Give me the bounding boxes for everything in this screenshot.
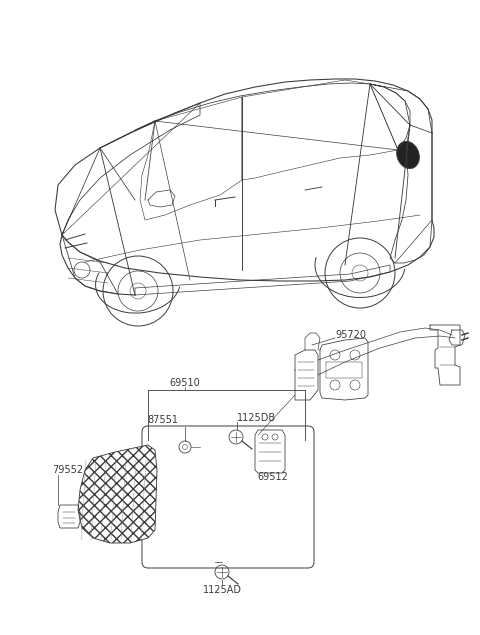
Polygon shape bbox=[78, 445, 157, 543]
Text: 1125DB: 1125DB bbox=[237, 413, 276, 423]
Text: 69510: 69510 bbox=[169, 378, 200, 388]
Text: 87551: 87551 bbox=[147, 415, 179, 425]
Ellipse shape bbox=[396, 142, 420, 169]
Text: 79552: 79552 bbox=[52, 465, 83, 475]
Text: 95720: 95720 bbox=[335, 330, 366, 340]
Circle shape bbox=[182, 444, 188, 450]
Text: 1125AD: 1125AD bbox=[203, 585, 241, 595]
Text: 69512: 69512 bbox=[258, 472, 288, 482]
